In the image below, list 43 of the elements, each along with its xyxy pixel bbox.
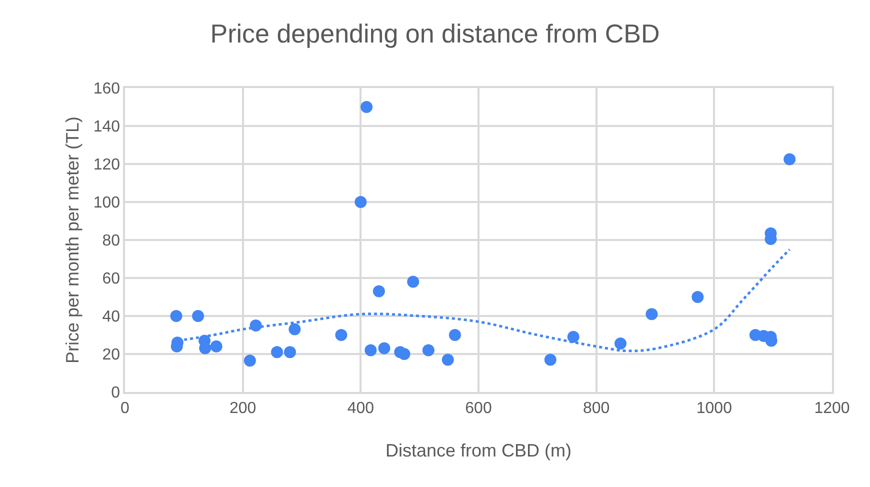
x-tick-label: 400	[347, 400, 374, 417]
point	[288, 323, 301, 336]
point	[398, 348, 410, 360]
x-tick-label: 1200	[814, 400, 850, 417]
y-tick-label: 40	[102, 308, 120, 326]
point	[192, 310, 204, 322]
point	[360, 101, 373, 113]
point	[378, 342, 390, 354]
point	[244, 354, 256, 367]
x-tick-label: 200	[229, 400, 256, 417]
point	[364, 344, 377, 356]
point	[567, 330, 580, 343]
y-tick-label: 60	[102, 270, 120, 288]
point	[250, 320, 262, 332]
y-axis-title: Price per month per meter (TL)	[62, 116, 82, 364]
chart-title: Price depending on distance from CBD	[210, 18, 660, 49]
point	[210, 340, 222, 352]
y-tick-label: 100	[93, 194, 120, 212]
point	[372, 285, 385, 298]
point	[784, 153, 796, 166]
y-tick-label: 140	[93, 118, 120, 136]
point	[422, 344, 434, 356]
point	[692, 291, 704, 303]
point	[448, 329, 461, 341]
point	[442, 354, 454, 366]
y-tick-label: 0	[111, 384, 120, 402]
point	[544, 354, 556, 366]
point	[271, 346, 284, 358]
y-tick-label: 80	[102, 232, 120, 250]
x-tick-label: 1000	[696, 400, 732, 417]
point	[354, 196, 367, 208]
point	[170, 310, 182, 322]
y-tick-label: 120	[93, 156, 120, 174]
point	[335, 329, 348, 341]
point	[614, 338, 626, 350]
x-tick-label: 600	[465, 400, 492, 417]
x-axis-title: Distance from CBD (m)	[385, 440, 572, 460]
x-tick-label: 800	[582, 400, 610, 417]
y-tick-label: 20	[102, 346, 120, 364]
point	[646, 308, 658, 320]
point	[407, 276, 420, 288]
point	[284, 346, 296, 358]
y-tick-label: 160	[93, 80, 120, 98]
